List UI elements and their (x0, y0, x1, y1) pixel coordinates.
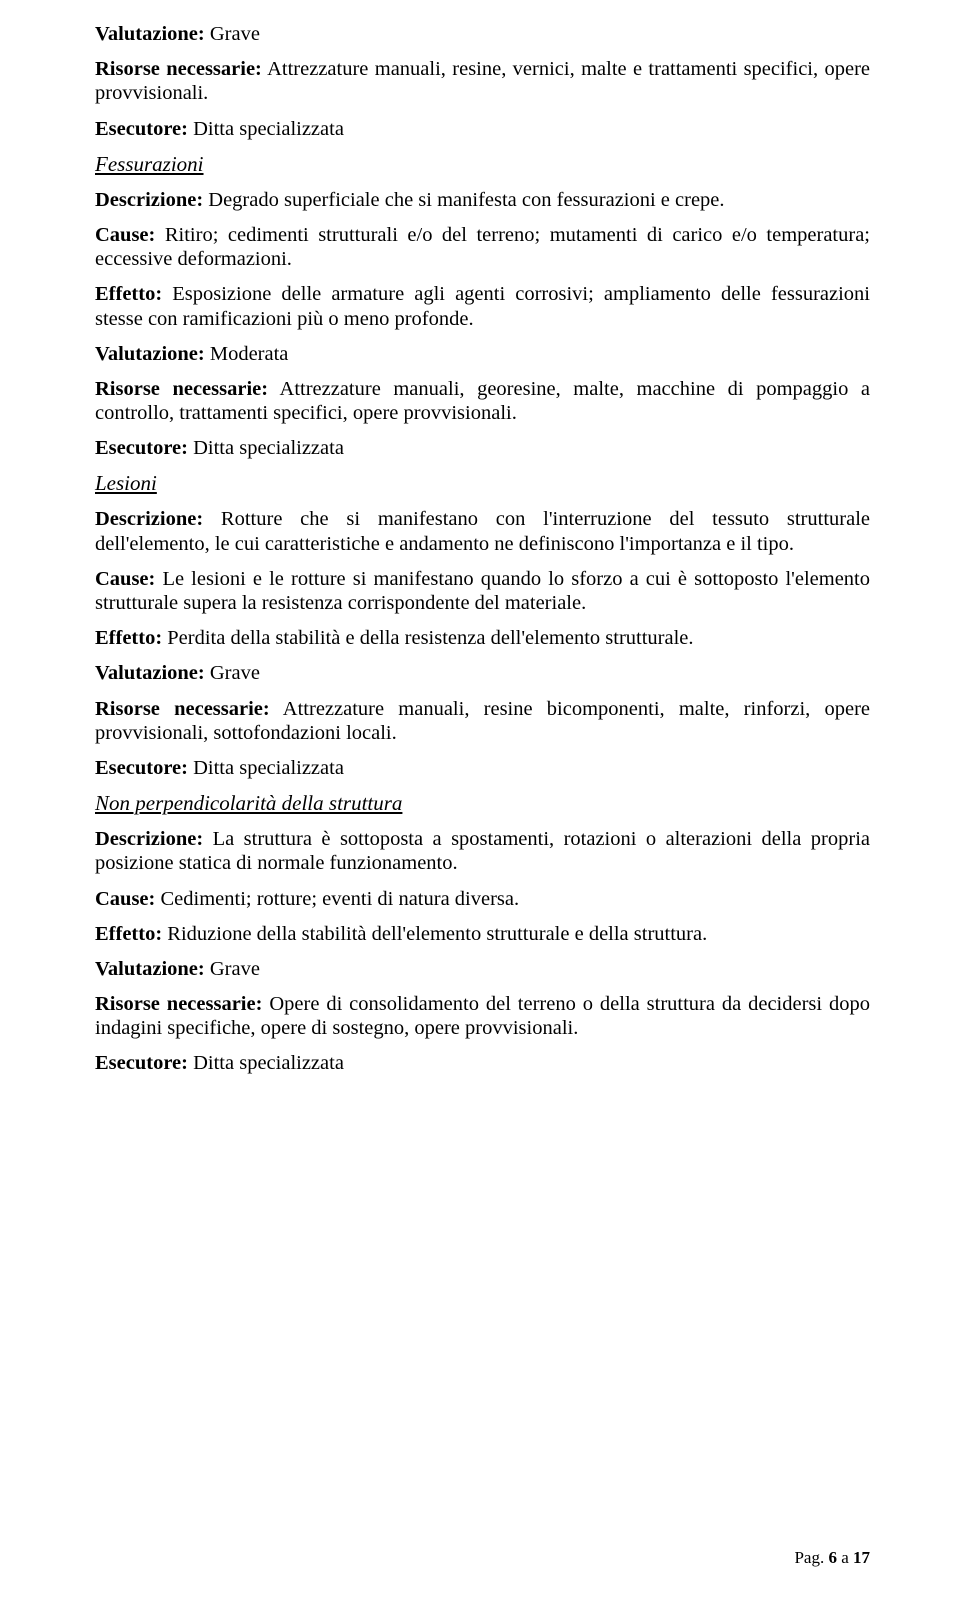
valutazione-value: Grave (205, 662, 260, 684)
cause-value: Ritiro; cedimenti strutturali e/o del te… (95, 224, 870, 270)
section-title-lesioni: Lesioni (95, 471, 870, 496)
valutazione-label: Valutazione: (95, 343, 205, 365)
cause-label: Cause: (95, 224, 155, 246)
valutazione-value: Moderata (205, 343, 289, 365)
risorse-label: Risorse necessarie: (95, 58, 262, 80)
esecutore-label: Esecutore: (95, 118, 188, 140)
descrizione-label: Descrizione: (95, 828, 203, 850)
footer-sep: a (837, 1548, 853, 1567)
risorse-label: Risorse necessarie: (95, 993, 262, 1015)
effetto-line: Effetto: Esposizione delle armature agli… (95, 282, 870, 330)
esecutore-line: Esecutore: Ditta specializzata (95, 436, 870, 460)
section-title-fessurazioni: Fessurazioni (95, 152, 870, 177)
cause-value: Le lesioni e le rotture si manifestano q… (95, 568, 870, 614)
esecutore-value: Ditta specializzata (188, 118, 344, 140)
footer-current-page: 6 (828, 1548, 837, 1567)
esecutore-label: Esecutore: (95, 1052, 188, 1074)
effetto-label: Effetto: (95, 923, 162, 945)
valutazione-label: Valutazione: (95, 23, 205, 45)
valutazione-value: Grave (205, 958, 260, 980)
valutazione-line: Valutazione: Grave (95, 957, 870, 981)
valutazione-line: Valutazione: Grave (95, 661, 870, 685)
descrizione-line: Descrizione: Rotture che si manifestano … (95, 507, 870, 555)
risorse-line: Risorse necessarie: Attrezzature manuali… (95, 697, 870, 745)
effetto-value: Riduzione della stabilità dell'elemento … (162, 923, 707, 945)
risorse-label: Risorse necessarie: (95, 378, 268, 400)
esecutore-label: Esecutore: (95, 437, 188, 459)
footer-prefix: Pag. (794, 1548, 828, 1567)
section-title-non-perpendicolarita: Non perpendicolarità della struttura (95, 791, 870, 816)
cause-line: Cause: Le lesioni e le rotture si manife… (95, 567, 870, 615)
effetto-value: Esposizione delle armature agli agenti c… (95, 283, 870, 329)
footer-total-pages: 17 (853, 1548, 870, 1567)
descrizione-value: Rotture che si manifestano con l'interru… (95, 508, 870, 554)
risorse-line: Risorse necessarie: Attrezzature manuali… (95, 377, 870, 425)
risorse-label: Risorse necessarie: (95, 698, 270, 720)
effetto-line: Effetto: Riduzione della stabilità dell'… (95, 922, 870, 946)
esecutore-line: Esecutore: Ditta specializzata (95, 1051, 870, 1075)
descrizione-label: Descrizione: (95, 508, 203, 530)
effetto-line: Effetto: Perdita della stabilità e della… (95, 626, 870, 650)
cause-label: Cause: (95, 888, 155, 910)
descrizione-label: Descrizione: (95, 189, 203, 211)
risorse-line: Risorse necessarie: Attrezzature manuali… (95, 57, 870, 105)
cause-label: Cause: (95, 568, 155, 590)
esecutore-label: Esecutore: (95, 757, 188, 779)
cause-value: Cedimenti; rotture; eventi di natura div… (155, 888, 519, 910)
valutazione-line: Valutazione: Moderata (95, 342, 870, 366)
valutazione-line: Valutazione: Grave (95, 22, 870, 46)
risorse-line: Risorse necessarie: Opere di consolidame… (95, 992, 870, 1040)
valutazione-label: Valutazione: (95, 662, 205, 684)
descrizione-line: Descrizione: Degrado superficiale che si… (95, 188, 870, 212)
descrizione-line: Descrizione: La struttura è sottoposta a… (95, 827, 870, 875)
effetto-label: Effetto: (95, 283, 162, 305)
esecutore-value: Ditta specializzata (188, 757, 344, 779)
effetto-label: Effetto: (95, 627, 162, 649)
valutazione-value: Grave (205, 23, 260, 45)
esecutore-line: Esecutore: Ditta specializzata (95, 117, 870, 141)
cause-line: Cause: Ritiro; cedimenti strutturali e/o… (95, 223, 870, 271)
esecutore-value: Ditta specializzata (188, 437, 344, 459)
descrizione-value: Degrado superficiale che si manifesta co… (203, 189, 724, 211)
esecutore-line: Esecutore: Ditta specializzata (95, 756, 870, 780)
valutazione-label: Valutazione: (95, 958, 205, 980)
descrizione-value: La struttura è sottoposta a spostamenti,… (95, 828, 870, 874)
esecutore-value: Ditta specializzata (188, 1052, 344, 1074)
page-footer: Pag. 6 a 17 (794, 1548, 870, 1568)
cause-line: Cause: Cedimenti; rotture; eventi di nat… (95, 887, 870, 911)
effetto-value: Perdita della stabilità e della resisten… (162, 627, 693, 649)
